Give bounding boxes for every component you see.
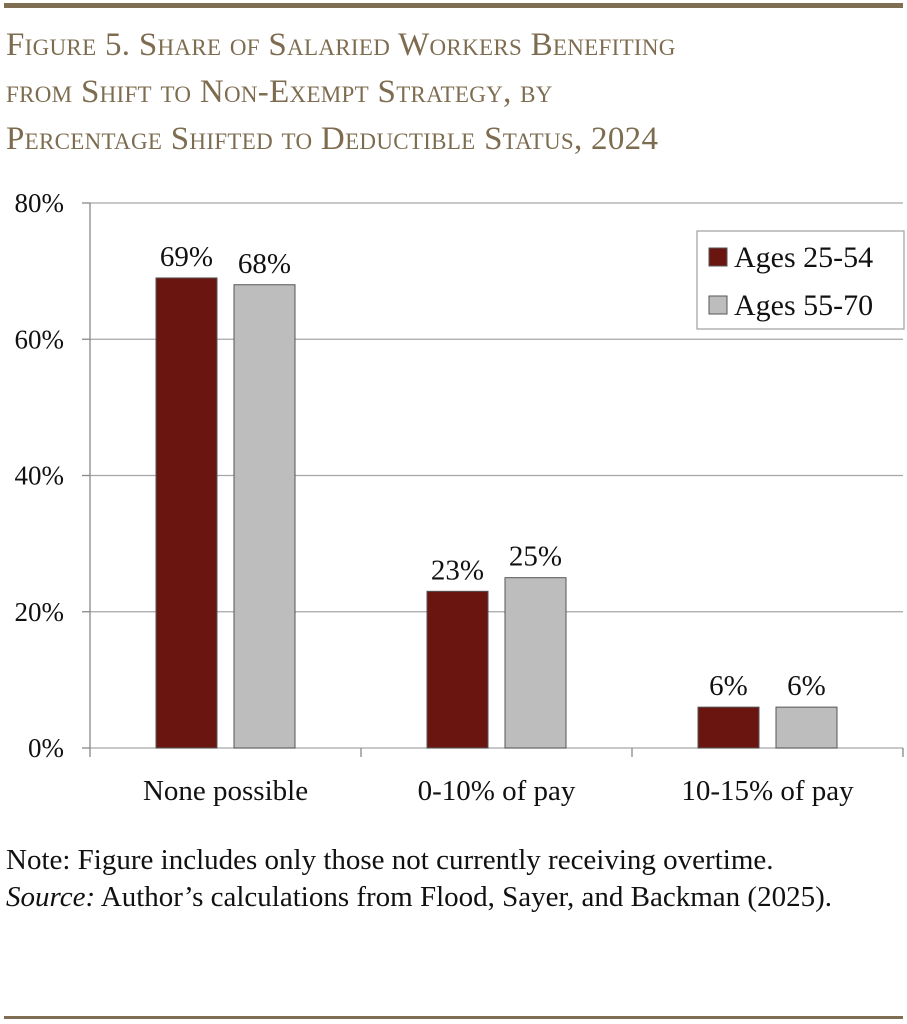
source-text: Source: Author’s calculations from Flood…	[6, 879, 896, 916]
y-tick-label: 20%	[15, 597, 65, 627]
title-line: from Shift to Non-Exempt Strategy, by	[6, 74, 553, 110]
bar-ages-55-70	[233, 284, 296, 749]
bar-ages-25-54	[697, 706, 760, 749]
top-rule	[4, 3, 903, 8]
x-tick-label: 10-15% of pay	[681, 775, 854, 807]
legend-box	[696, 230, 905, 330]
data-label: 23%	[431, 554, 484, 586]
bar-ages-25-54	[155, 277, 218, 749]
legend-label: Ages 55-70	[734, 289, 873, 322]
source-citation: Author’s calculations from Flood, Sayer,…	[95, 881, 832, 913]
data-label: 25%	[509, 541, 562, 573]
figure-note: Note: Figure includes only those not cur…	[6, 842, 896, 916]
legend-swatch	[708, 247, 728, 267]
y-tick-label: 0%	[28, 733, 64, 763]
legend-label: Ages 25-54	[734, 241, 873, 274]
title-line: Figure 5. Share of Salaried Workers Bene…	[6, 27, 676, 63]
data-label: 6%	[787, 670, 826, 702]
x-tick-label: 0-10% of pay	[418, 775, 576, 807]
title-line: Percentage Shifted to Deductible Status,…	[6, 121, 659, 157]
y-tick-label: 80%	[15, 188, 65, 218]
data-label: 6%	[709, 670, 748, 702]
bar-chart: 0% 20% 40% 60% 80% None possible 69% 68% 0-10% o…	[15, 188, 905, 807]
bar-ages-25-54	[426, 590, 489, 749]
data-label: 69%	[160, 241, 213, 273]
bottom-rule	[4, 1016, 903, 1019]
source-label: Source:	[6, 881, 96, 913]
figure-title: Figure 5. Share of Salaried Workers Bene…	[6, 22, 901, 163]
legend-swatch	[708, 295, 728, 315]
x-tick-label: None possible	[143, 775, 308, 807]
y-tick-label: 60%	[15, 324, 65, 354]
data-label: 68%	[238, 248, 291, 280]
note-text: Note: Figure includes only those not cur…	[6, 844, 774, 876]
y-tick-label: 40%	[15, 461, 65, 491]
bar-ages-55-70	[775, 706, 838, 749]
bar-ages-55-70	[504, 577, 567, 749]
